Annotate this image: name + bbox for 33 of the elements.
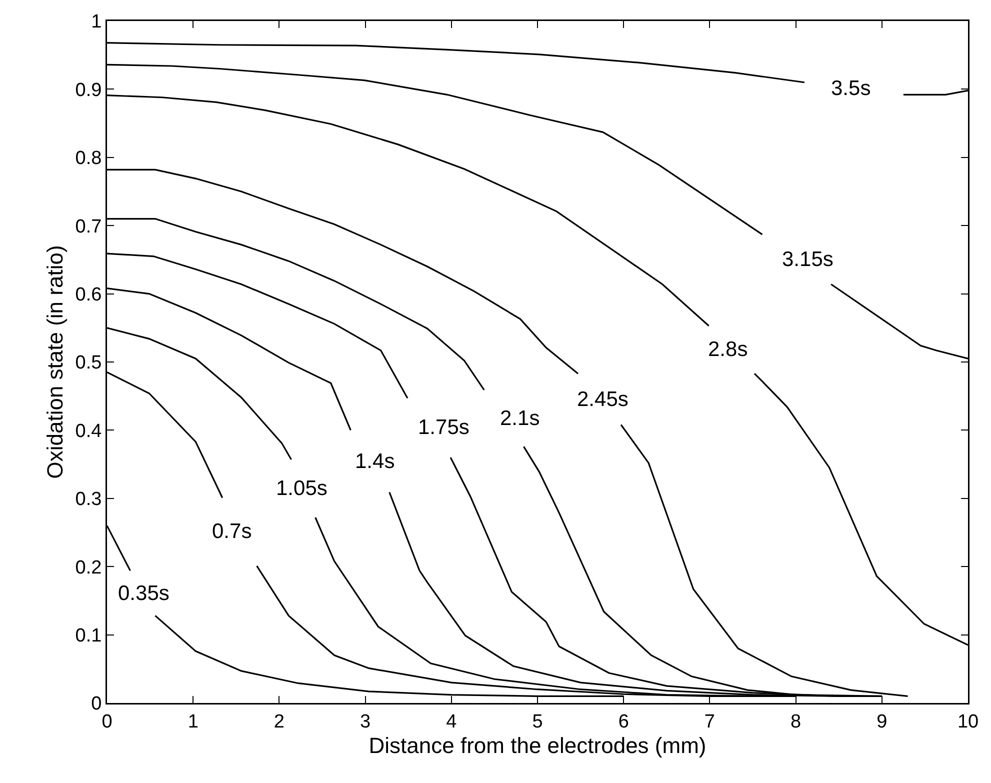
series-label: 1.4s (355, 450, 395, 473)
x-tick-label: 4 (446, 711, 458, 732)
series-label: 0.35s (118, 582, 170, 605)
series-label: 2.1s (500, 407, 540, 430)
x-tick-label: 10 (957, 711, 979, 732)
y-tick-label: 0.1 (75, 625, 102, 646)
series-label: 1.75s (418, 416, 470, 439)
x-axis-title: Distance from the electrodes (mm) (368, 732, 706, 758)
y-tick-label: 0.6 (75, 284, 102, 306)
y-tick-label: 0.4 (75, 420, 102, 442)
y-tick-label: 0.8 (75, 148, 102, 170)
x-tick-label: 2 (274, 711, 284, 732)
x-tick-label: 1 (188, 711, 198, 732)
x-tick-label: 7 (704, 711, 715, 732)
y-tick-label: 0.5 (75, 352, 102, 374)
y-tick-label: 0.9 (75, 80, 102, 101)
series-label: 2.8s (708, 338, 748, 361)
series-label: 3.5s (831, 77, 871, 100)
series-label: 3.15s (782, 248, 834, 271)
series-label: 1.05s (276, 477, 328, 500)
x-tick-label: 8 (790, 711, 802, 732)
y-tick-label: 0.2 (75, 557, 102, 578)
y-tick-label: 0 (91, 694, 102, 715)
series-label: 2.45s (577, 388, 628, 411)
series-label: 0.7s (212, 520, 252, 543)
x-tick-label: 9 (876, 711, 888, 732)
y-axis-title: Oxidation state (in ratio) (42, 245, 68, 479)
x-tick-label: 5 (532, 711, 543, 732)
y-tick-label: 0.7 (75, 216, 102, 238)
x-tick-label: 3 (360, 711, 371, 732)
y-tick-label: 1 (91, 12, 102, 33)
x-tick-label: 6 (618, 711, 629, 732)
y-tick-label: 0.3 (75, 489, 102, 510)
